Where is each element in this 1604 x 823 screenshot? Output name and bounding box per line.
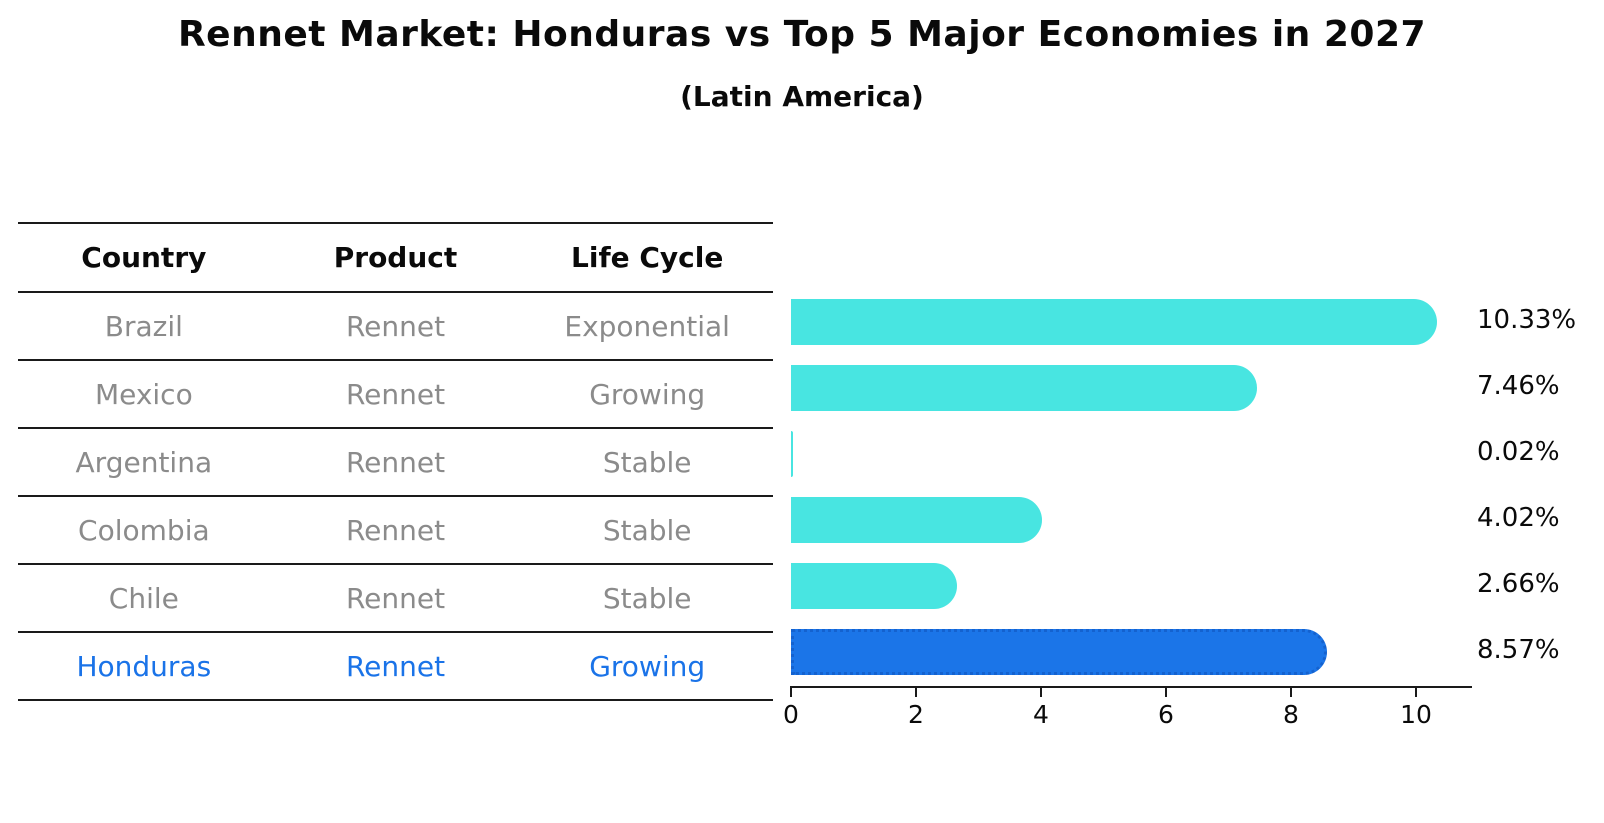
- x-tick-label: 0: [783, 700, 799, 729]
- cell-country: Brazil: [104, 309, 183, 343]
- table-row-colombia: Colombia Rennet Stable: [18, 497, 773, 565]
- bar-colombia: [791, 497, 1043, 543]
- cell-life-cycle: Stable: [602, 581, 692, 615]
- x-tick-label: 4: [1033, 700, 1049, 729]
- x-tick-mark: [1040, 688, 1042, 697]
- table-header-row: Country Product Life Cycle: [18, 224, 773, 293]
- x-tick-label: 10: [1400, 700, 1432, 729]
- x-tick-mark: [915, 688, 917, 697]
- bar-argentina: [791, 431, 793, 477]
- table-body: Brazil Rennet Exponential Mexico Rennet Growi…: [18, 293, 773, 701]
- cell-life-cycle: Growing: [589, 649, 706, 683]
- cell-life-cycle: Stable: [602, 445, 692, 479]
- cell-life-cycle: Stable: [602, 513, 692, 547]
- x-axis-line: [790, 686, 1472, 688]
- table-row-honduras: Honduras Rennet Growing: [18, 633, 773, 701]
- cell-product: Rennet: [345, 309, 446, 343]
- cell-country: Argentina: [75, 445, 213, 479]
- cell-country: Colombia: [78, 513, 210, 547]
- value-label-chile: 2.66%: [1477, 569, 1560, 599]
- bar-chile: [791, 563, 958, 609]
- x-tick-mark: [1290, 688, 1292, 697]
- cell-product: Rennet: [345, 513, 446, 547]
- value-label-brazil: 10.33%: [1477, 305, 1577, 335]
- table-row-argentina: Argentina Rennet Stable: [18, 429, 773, 497]
- x-tick-label: 6: [1158, 700, 1174, 729]
- cell-product: Rennet: [345, 649, 446, 683]
- value-label-honduras: 8.57%: [1477, 635, 1560, 665]
- chart-title: Rennet Market: Honduras vs Top 5 Major E…: [177, 14, 1427, 55]
- bar-mexico: [791, 365, 1258, 411]
- cell-country: Mexico: [94, 377, 193, 411]
- x-tick-label: 8: [1283, 700, 1299, 729]
- value-label-colombia: 4.02%: [1477, 503, 1560, 533]
- cell-country: Chile: [108, 581, 179, 615]
- table-row-brazil: Brazil Rennet Exponential: [18, 293, 773, 361]
- chart-subtitle: (Latin America): [680, 80, 924, 113]
- country-data-table: Country Product Life Cycle Brazil Rennet E…: [18, 222, 773, 701]
- x-tick-mark: [1165, 688, 1167, 697]
- header-country: Country: [81, 241, 207, 274]
- table-row-chile: Chile Rennet Stable: [18, 565, 773, 633]
- x-tick-label: 2: [908, 700, 924, 729]
- header-product: Product: [333, 241, 458, 274]
- cell-product: Rennet: [345, 377, 446, 411]
- x-tick-mark: [1415, 688, 1417, 697]
- table-row-mexico: Mexico Rennet Growing: [18, 361, 773, 429]
- bar-honduras: [791, 629, 1327, 675]
- cell-country: Honduras: [76, 649, 212, 683]
- value-label-mexico: 7.46%: [1477, 371, 1560, 401]
- cell-life-cycle: Exponential: [564, 309, 730, 343]
- bar-brazil: [791, 299, 1437, 345]
- header-life-cycle: Life Cycle: [571, 241, 724, 274]
- cell-product: Rennet: [345, 445, 446, 479]
- cell-life-cycle: Growing: [589, 377, 706, 411]
- x-tick-mark: [790, 688, 792, 697]
- value-label-argentina: 0.02%: [1477, 437, 1560, 467]
- cell-product: Rennet: [345, 581, 446, 615]
